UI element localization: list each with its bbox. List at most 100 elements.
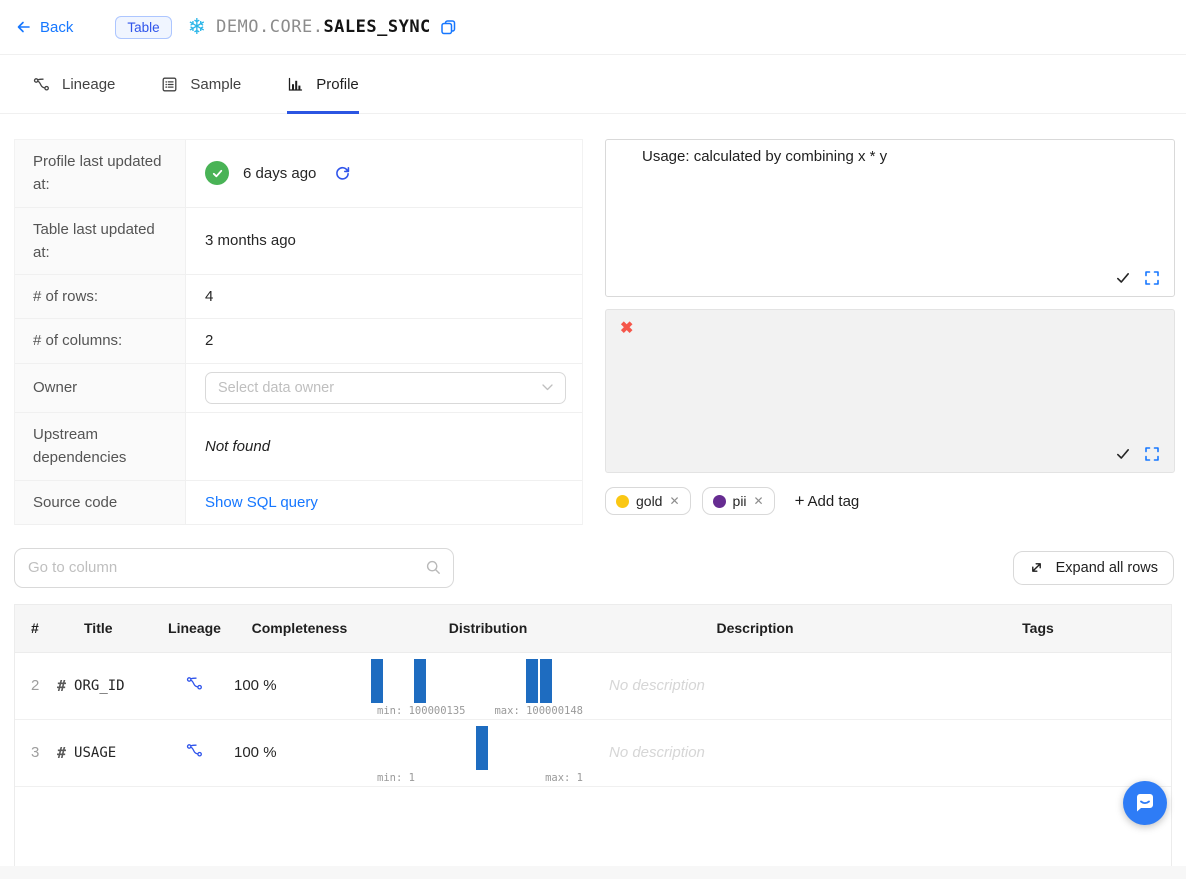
column-search <box>14 547 454 588</box>
info-row-source-code: Source code Show SQL query <box>15 480 582 525</box>
header-title: Title <box>84 620 113 637</box>
info-row-profile-updated: Profile last updated at: 6 days ago <box>15 140 582 208</box>
info-label: # of columns: <box>15 319 186 363</box>
expand-image-icon[interactable] <box>1144 446 1160 462</box>
broken-image-icon: ✖ <box>620 320 634 337</box>
table-title-prefix: DEMO.CORE. <box>216 17 324 37</box>
search-input[interactable] <box>14 547 454 588</box>
histogram-max-label: max: 100000148 <box>494 704 583 717</box>
table-metadata-panel: Profile last updated at: 6 days ago Tabl… <box>14 139 583 525</box>
remove-tag-icon[interactable]: ✕ <box>669 494 680 508</box>
info-row-upstream: Upstream dependencies Not found <box>15 412 582 481</box>
snowflake-icon: ❄ <box>187 14 207 39</box>
row-index: 2 <box>31 677 40 695</box>
distribution-histogram <box>371 725 583 770</box>
tag-color-dot <box>616 494 629 508</box>
table-description-editor[interactable]: Usage: calculated by combining x * y <box>605 139 1175 297</box>
tag-chip-pii[interactable]: pii ✕ <box>701 487 775 515</box>
tab-sample-label: Sample <box>190 75 242 93</box>
table-row[interactable]: 3 # USAGE 100 % min: 1 max: 1 No descrip… <box>15 720 1171 787</box>
number-type-icon: # <box>57 676 67 695</box>
copy-icon[interactable] <box>440 19 457 36</box>
header-num: # <box>31 620 39 637</box>
object-type-badge: Table <box>115 15 172 39</box>
table-empty-area <box>15 787 1171 877</box>
column-description[interactable]: No description <box>609 677 705 695</box>
back-button[interactable]: Back <box>16 19 73 36</box>
expand-description-icon[interactable] <box>1144 270 1160 286</box>
page-header: Back Table ❄ DEMO.CORE.SALES_SYNC <box>0 0 1186 55</box>
num-columns-value: 2 <box>205 332 214 350</box>
completeness-value: 100 % <box>234 677 277 695</box>
owner-select-placeholder: Select data owner <box>218 379 335 396</box>
profile-status-check-icon <box>205 161 229 186</box>
profile-updated-value: 6 days ago <box>243 164 317 182</box>
distribution-cell: min: 100000135 max: 100000148 <box>371 653 605 719</box>
tab-bar: Lineage Sample Profile <box>0 55 1186 114</box>
metadata-section: Profile last updated at: 6 days ago Tabl… <box>14 139 1175 525</box>
header-completeness: Completeness <box>251 620 348 637</box>
back-label: Back <box>40 18 74 36</box>
histogram-min-label: min: 1 <box>377 771 415 784</box>
show-sql-query-link[interactable]: Show SQL query <box>205 493 318 511</box>
add-tag-button[interactable]: + Add tag <box>795 491 860 511</box>
owner-select[interactable]: Select data owner <box>205 371 566 404</box>
header-tags: Tags <box>1022 620 1054 637</box>
distribution-cell: min: 1 max: 1 <box>371 720 605 786</box>
column-lineage-icon[interactable] <box>186 675 203 697</box>
lineage-icon <box>33 76 50 93</box>
header-lineage: Lineage <box>168 620 221 637</box>
table-title-name: SALES_SYNC <box>323 17 431 37</box>
info-row-table-updated: Table last updated at: 3 months ago <box>15 207 582 275</box>
histogram-max-label: max: 1 <box>545 771 583 784</box>
profile-icon <box>287 76 304 93</box>
info-row-owner: Owner Select data owner <box>15 363 582 413</box>
info-label: Table last updated at: <box>15 207 186 274</box>
column-tags-cell[interactable] <box>905 653 1171 719</box>
search-icon <box>425 559 442 581</box>
tag-chip-gold[interactable]: gold ✕ <box>605 487 691 515</box>
tag-label: gold <box>636 493 663 509</box>
info-label: Owner <box>15 363 186 412</box>
expand-all-rows-button[interactable]: Expand all rows <box>1012 550 1174 585</box>
confirm-image-icon[interactable] <box>1115 446 1131 462</box>
tag-color-dot <box>712 494 726 508</box>
column-tags-cell[interactable] <box>905 720 1171 786</box>
columns-toolbar: Expand all rows <box>14 547 1174 588</box>
plus-icon: + <box>794 491 805 510</box>
header-description: Description <box>716 620 794 637</box>
upstream-value: Not found <box>205 437 271 455</box>
chat-widget-button[interactable] <box>1123 781 1167 825</box>
chevron-down-icon <box>542 384 553 391</box>
columns-table-header: # Title Lineage Completeness Distributio… <box>15 604 1171 653</box>
expand-arrows-icon <box>1029 560 1044 575</box>
tab-profile[interactable]: Profile <box>287 55 359 114</box>
info-label: # of rows: <box>15 275 186 319</box>
back-arrow-icon <box>16 19 32 35</box>
number-type-icon: # <box>57 743 67 762</box>
tab-lineage[interactable]: Lineage <box>33 55 115 113</box>
column-description[interactable]: No description <box>609 744 705 762</box>
info-row-num-rows: # of rows: 4 <box>15 275 582 320</box>
info-label: Source code <box>15 480 186 524</box>
table-updated-value: 3 months ago <box>205 232 296 250</box>
columns-table: # Title Lineage Completeness Distributio… <box>14 603 1172 878</box>
info-label: Upstream dependencies <box>15 412 186 480</box>
tab-profile-label: Profile <box>316 75 359 93</box>
description-panel: Usage: calculated by combining x * y ✖ <box>605 139 1175 525</box>
tab-lineage-label: Lineage <box>62 75 116 93</box>
remove-tag-icon[interactable]: ✕ <box>753 494 764 508</box>
confirm-description-icon[interactable] <box>1115 270 1131 286</box>
distribution-histogram <box>371 658 583 703</box>
add-tag-label: Add tag <box>807 492 860 510</box>
tab-sample[interactable]: Sample <box>161 55 241 113</box>
column-name: ORG_ID <box>74 677 125 694</box>
column-lineage-icon[interactable] <box>186 742 203 764</box>
histogram-min-label: min: 100000135 <box>377 704 466 717</box>
completeness-value: 100 % <box>234 744 277 762</box>
table-image-panel[interactable]: ✖ <box>605 309 1175 473</box>
table-row[interactable]: 2 # ORG_ID 100 % min: 100000135 max: 100… <box>15 653 1171 720</box>
num-rows-value: 4 <box>205 288 214 306</box>
refresh-profile-icon[interactable] <box>334 165 351 182</box>
